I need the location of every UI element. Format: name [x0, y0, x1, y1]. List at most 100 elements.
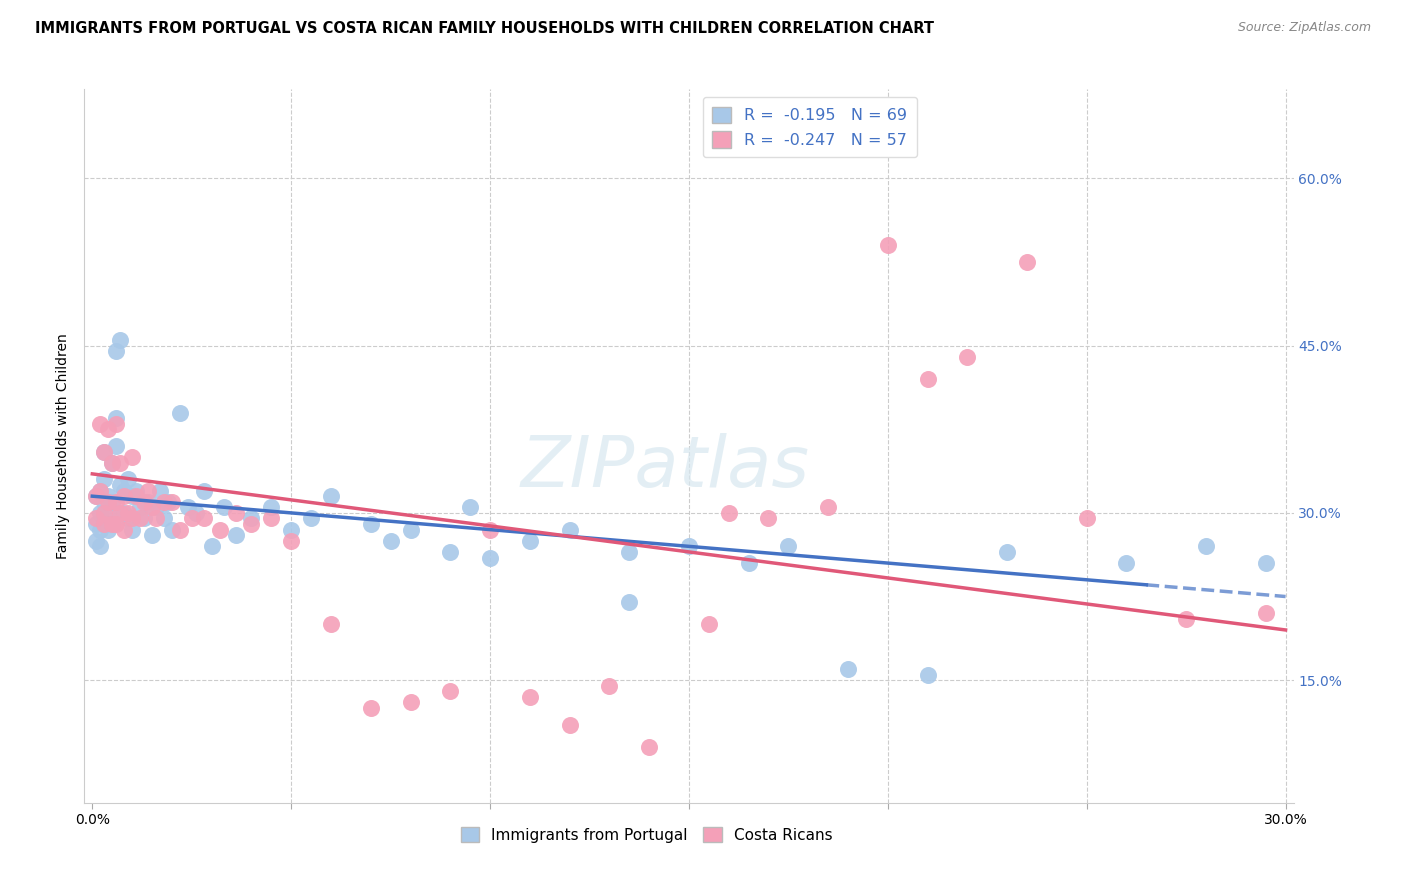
Point: [995, 545, 1018, 559]
Point: [638, 740, 661, 755]
Point: [108, 456, 131, 470]
Point: [93, 517, 115, 532]
Point: [89, 483, 111, 498]
Point: [876, 238, 898, 252]
Point: [817, 500, 839, 515]
Point: [177, 500, 200, 515]
Point: [399, 523, 422, 537]
Point: [519, 533, 541, 548]
Point: [145, 500, 167, 515]
Point: [117, 506, 139, 520]
Point: [101, 456, 124, 470]
Point: [97, 506, 120, 520]
Point: [112, 506, 135, 520]
Point: [89, 417, 111, 431]
Point: [917, 667, 939, 681]
Point: [240, 511, 263, 525]
Point: [101, 456, 124, 470]
Point: [136, 494, 159, 508]
Point: [153, 494, 176, 508]
Point: [778, 539, 800, 553]
Point: [121, 523, 143, 537]
Point: [240, 517, 263, 532]
Point: [160, 523, 183, 537]
Point: [1115, 556, 1137, 570]
Point: [121, 511, 143, 525]
Point: [153, 511, 176, 525]
Point: [93, 444, 115, 458]
Point: [136, 483, 159, 498]
Point: [89, 483, 111, 498]
Point: [141, 528, 163, 542]
Point: [439, 545, 461, 559]
Point: [225, 528, 247, 542]
Point: [108, 333, 131, 347]
Point: [280, 523, 302, 537]
Point: [1254, 607, 1277, 621]
Point: [558, 523, 581, 537]
Point: [105, 439, 128, 453]
Point: [125, 483, 148, 498]
Point: [360, 701, 382, 715]
Point: [280, 533, 302, 548]
Point: [156, 494, 179, 508]
Point: [105, 517, 128, 532]
Point: [101, 494, 124, 508]
Point: [598, 679, 620, 693]
Point: [1254, 556, 1277, 570]
Point: [101, 517, 124, 532]
Point: [105, 417, 128, 431]
Point: [260, 511, 283, 525]
Point: [399, 696, 422, 710]
Point: [97, 422, 120, 436]
Point: [93, 472, 115, 486]
Point: [105, 344, 128, 359]
Point: [101, 517, 124, 532]
Point: [360, 517, 382, 532]
Point: [837, 662, 859, 676]
Point: [1195, 539, 1218, 553]
Point: [193, 483, 215, 498]
Point: [132, 494, 155, 508]
Point: [225, 506, 247, 520]
Point: [117, 511, 139, 525]
Point: [145, 511, 167, 525]
Legend: Immigrants from Portugal, Costa Ricans: Immigrants from Portugal, Costa Ricans: [454, 821, 838, 848]
Point: [956, 350, 979, 364]
Point: [84, 489, 107, 503]
Point: [84, 489, 107, 503]
Point: [129, 511, 152, 525]
Y-axis label: Family Households with Children: Family Households with Children: [56, 333, 70, 559]
Point: [112, 489, 135, 503]
Point: [319, 617, 342, 632]
Point: [1015, 255, 1038, 269]
Point: [184, 506, 207, 520]
Point: [380, 533, 402, 548]
Point: [479, 550, 502, 565]
Point: [141, 500, 163, 515]
Point: [917, 372, 939, 386]
Point: [97, 523, 120, 537]
Point: [112, 523, 135, 537]
Point: [105, 411, 128, 425]
Text: ZIPatlas: ZIPatlas: [520, 433, 810, 502]
Point: [97, 494, 120, 508]
Point: [84, 517, 107, 532]
Point: [121, 450, 143, 464]
Point: [697, 617, 720, 632]
Point: [93, 494, 115, 508]
Point: [212, 500, 235, 515]
Point: [619, 595, 641, 609]
Point: [678, 539, 700, 553]
Point: [89, 523, 111, 537]
Point: [169, 523, 191, 537]
Point: [201, 539, 224, 553]
Point: [193, 511, 215, 525]
Point: [108, 506, 131, 520]
Point: [299, 511, 322, 525]
Point: [125, 489, 148, 503]
Point: [149, 483, 172, 498]
Point: [169, 405, 191, 419]
Point: [117, 472, 139, 486]
Point: [558, 717, 581, 731]
